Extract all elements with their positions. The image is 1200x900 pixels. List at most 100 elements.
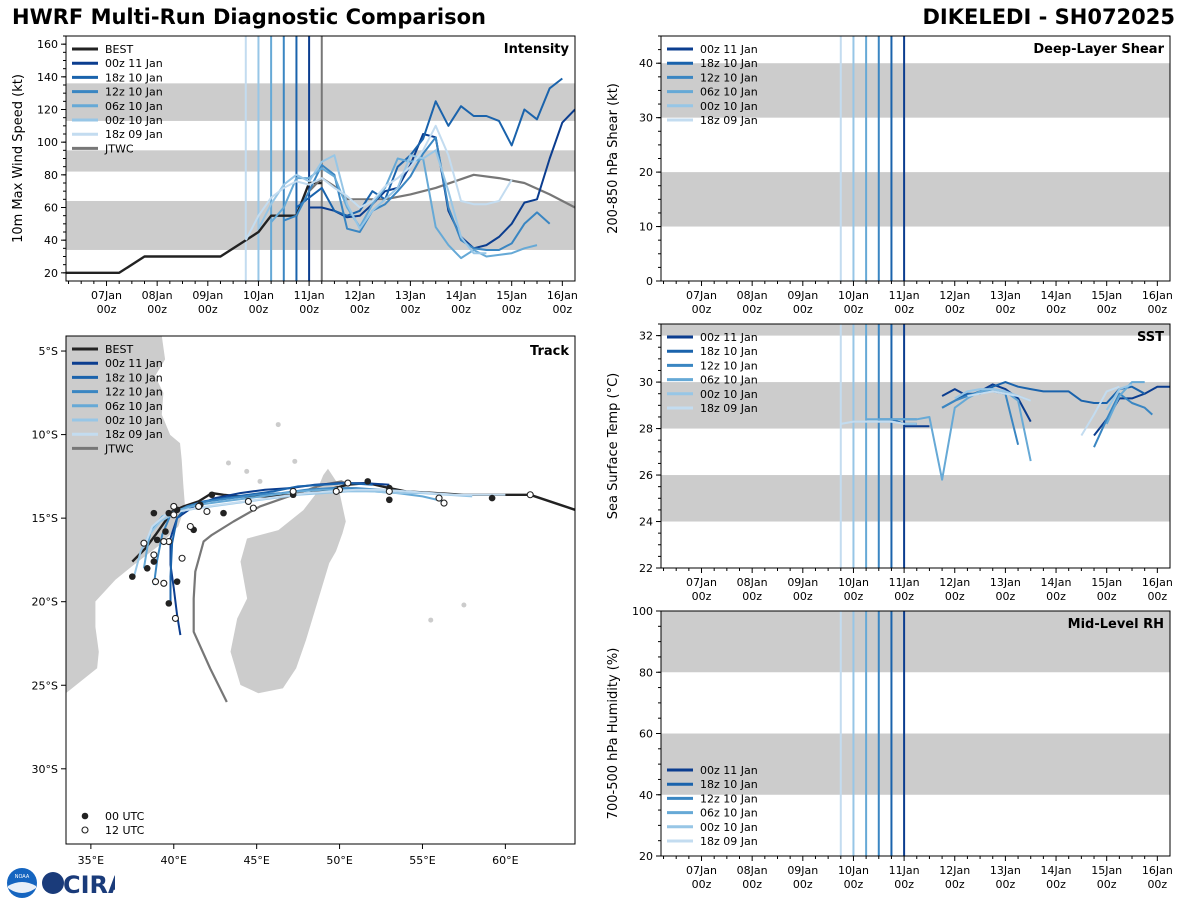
track-x-tick-label: 55°E (409, 854, 435, 867)
sst-x-tick-label: 00z (996, 590, 1016, 603)
intensity-x-tick-label: 00z (147, 303, 167, 316)
sst-panel: 22242628303207Jan00z08Jan00z09Jan00z10Ja… (606, 323, 1173, 603)
sst-x-tick-label: 08Jan (737, 576, 768, 589)
intensity-y-tick-label: 20 (44, 267, 58, 280)
shear-x-tick-label: 00z (692, 303, 712, 316)
island (461, 602, 467, 608)
marker-00utc (162, 528, 169, 535)
shear-plot-area (661, 36, 1170, 281)
sst-x-tick-label: 00z (1046, 590, 1066, 603)
shear-y-tick-label: 20 (639, 166, 653, 179)
track-y-tick-label: 20°S (32, 596, 58, 609)
rh-x-tick-label: 12Jan (939, 864, 970, 877)
cira-logo-text: CIRA (63, 871, 115, 899)
shear-x-tick-label: 11Jan (889, 289, 920, 302)
noaa-wave-icon (8, 882, 36, 893)
shear-x-tick-label: 09Jan (787, 289, 818, 302)
track-y-tick-label: 5°S (39, 345, 58, 358)
intensity-x-tick-label: 00z (502, 303, 522, 316)
track-y-tick-label: 25°S (32, 679, 58, 692)
marker-00utc (150, 558, 158, 565)
legend-label-00utc: 00 UTC (105, 810, 145, 823)
rh-x-tick-label: 00z (692, 878, 712, 891)
track-x-tick-label: 40°E (161, 854, 187, 867)
sst-series-line (1093, 392, 1153, 448)
track-panel-title: Track (530, 344, 569, 359)
intensity-series-line (295, 77, 563, 217)
sst-series-line (1080, 385, 1120, 437)
marker-00utc (143, 564, 151, 572)
intensity-x-tick-label: 12Jan (344, 289, 375, 302)
sst-legend-label: 00z 11 Jan (700, 331, 758, 344)
marker-00utc (153, 536, 161, 544)
sst-plot-area (661, 324, 1170, 568)
intensity-x-tick-label: 16Jan (547, 289, 578, 302)
rh-legend-label: 00z 10 Jan (700, 821, 758, 834)
marker-12utc (150, 551, 158, 559)
intensity-x-tick-label: 15Jan (496, 289, 527, 302)
marker-12utc (344, 479, 352, 487)
rh-x-tick-label: 00z (1147, 878, 1167, 891)
rh-x-tick-label: 15Jan (1091, 864, 1122, 877)
intensity-x-tick-label: 00z (97, 303, 117, 316)
intensity-x-tick-label: 00z (198, 303, 218, 316)
sst-y-axis-label: Sea Surface Temp (°C) (606, 373, 621, 520)
marker-12utc (186, 522, 194, 531)
sst-x-tick-label: 00z (945, 590, 965, 603)
sst-series-line (941, 383, 1032, 423)
rh-legend-label: 00z 11 Jan (700, 764, 758, 777)
island (225, 460, 231, 466)
rh-y-tick-label: 20 (639, 850, 653, 863)
intensity-series-line (257, 149, 487, 255)
rh-y-axis-label: 700-500 hPa Humidity (%) (606, 648, 621, 820)
intensity-legend-label: 06z 10 Jan (105, 100, 163, 113)
rh-legend-label: 12z 10 Jan (700, 792, 758, 805)
intensity-x-tick-label: 00z (299, 303, 319, 316)
shear-x-tick-label: 00z (1147, 303, 1167, 316)
rh-panel-title: Mid-Level RH (1068, 617, 1164, 632)
sst-x-tick-label: 00z (793, 590, 813, 603)
intensity-y-tick-label: 100 (37, 136, 58, 149)
shear-y-tick-label: 10 (639, 221, 653, 234)
track-legend-label: JTWC (104, 442, 134, 455)
shear-x-tick-label: 00z (844, 303, 864, 316)
intensity-y-tick-label: 60 (44, 202, 58, 215)
sst-y-tick-label: 24 (639, 516, 653, 529)
rh-band-0 (661, 733, 1170, 795)
intensity-y-tick-label: 40 (44, 234, 58, 247)
rh-x-tick-label: 00z (894, 878, 914, 891)
shear-legend-label: 00z 10 Jan (700, 100, 758, 113)
marker-12utc (244, 497, 252, 505)
noaa-badge-text: NOAA (15, 874, 30, 880)
sst-band-0 (661, 475, 1170, 522)
shear-x-tick-label: 14Jan (1041, 289, 1072, 302)
intensity-panel: 2040608010012014016007Jan00z08Jan00z09Ja… (11, 35, 578, 316)
intensity-y-axis-label: 10m Max Wind Speed (kt) (11, 74, 26, 243)
track-y-tick-label: 10°S (32, 429, 58, 442)
rh-legend-label: 06z 10 Jan (700, 807, 758, 820)
sst-x-tick-label: 00z (1097, 590, 1117, 603)
intensity-x-tick-label: 00z (350, 303, 370, 316)
sst-y-tick-label: 32 (639, 330, 653, 343)
track-panel: 35°E 40°E 45°E 50°E 55°E 60°E 5°S 10°S 15°S 20°S 2… (32, 335, 576, 867)
marker-00utc (220, 509, 227, 517)
marker-00utc (165, 600, 173, 607)
track-line (131, 481, 575, 563)
rh-x-tick-label: 00z (793, 878, 813, 891)
marker-12utc (140, 539, 148, 547)
intensity-y-tick-label: 80 (44, 169, 58, 182)
sst-x-tick-label: 00z (742, 590, 762, 603)
rh-x-tick-label: 14Jan (1041, 864, 1072, 877)
marker-00utc (150, 509, 158, 517)
marker-12utc (332, 487, 340, 495)
track-legend-label: 00z 10 Jan (105, 414, 163, 427)
marker-00utc (173, 578, 181, 585)
sst-y-tick-label: 30 (639, 376, 653, 389)
rh-x-tick-label: 00z (844, 878, 864, 891)
sst-panel-title: SST (1137, 330, 1164, 345)
figure-title: HWRF Multi-Run Diagnostic Comparison (12, 5, 487, 29)
shear-legend-label: 06z 10 Jan (700, 86, 758, 99)
sst-legend-label: 06z 10 Jan (700, 374, 758, 387)
intensity-legend-label: 00z 11 Jan (105, 57, 163, 70)
